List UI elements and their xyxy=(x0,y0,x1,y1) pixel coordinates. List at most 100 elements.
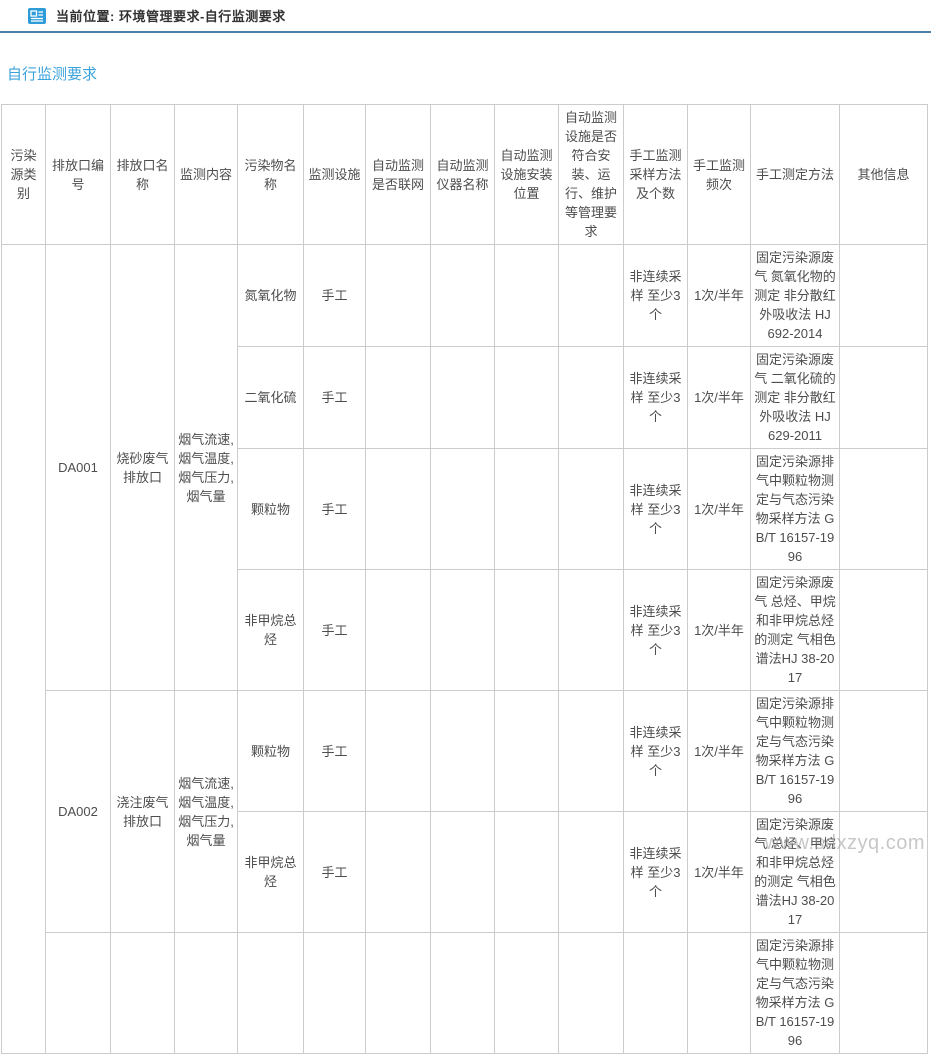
cell-other-info xyxy=(839,244,928,347)
cell-pollutant: 非甲烷总烃 xyxy=(237,569,304,691)
cell-auto-location xyxy=(494,448,559,570)
cell-auto-location xyxy=(494,811,559,933)
col-auto-location: 自动监测设施安装位置 xyxy=(494,104,559,245)
cell-facility: 手工 xyxy=(303,448,366,570)
cell-facility: 手工 xyxy=(303,690,366,812)
table-row: 颗粒物 手工 非连续采样 至少3个 1次/半年 固定污染源排气中颗粒物测定与气态… xyxy=(2,448,928,570)
cell-outlet-no xyxy=(45,932,111,1054)
cell-auto-networked xyxy=(365,448,431,570)
cell-facility: 手工 xyxy=(303,569,366,691)
cell-auto-location xyxy=(494,690,559,812)
cell-auto-compliance xyxy=(558,244,624,347)
table-row: DA001 烧砂废气排放口 烟气流速, 烟气温度, 烟气压力, 烟气量 氮氧化物… xyxy=(1,244,928,1054)
cell-determination-method: 固定污染源废气 氮氧化物的测定 非分散红外吸收法 HJ 692-2014 xyxy=(750,244,840,347)
cell-other-info xyxy=(839,569,928,691)
cell-other-info xyxy=(839,448,928,570)
cell-auto-location xyxy=(494,932,559,1054)
col-manual-sampling: 手工监测采样方法及个数 xyxy=(623,104,688,245)
cell-monitor-content xyxy=(174,932,238,1054)
cell-determination-method: 固定污染源废气 总烃、甲烷和非甲烷总烃的测定 气相色谱法HJ 38-2017 xyxy=(750,569,840,691)
cell-sampling-method: 非连续采样 至少3个 xyxy=(623,811,688,933)
table-row: 固定污染源排气中颗粒物测定与气态污染物采样方法 GB/T 16157-1996 xyxy=(2,932,928,1054)
col-monitor-content: 监测内容 xyxy=(174,104,238,245)
cell-frequency: 1次/半年 xyxy=(687,569,751,691)
cell-auto-networked xyxy=(365,811,431,933)
cell-auto-instrument xyxy=(430,569,495,691)
cell-auto-location xyxy=(494,244,559,347)
cell-sampling-method: 非连续采样 至少3个 xyxy=(623,448,688,570)
cell-frequency: 1次/半年 xyxy=(687,690,751,812)
col-auto-instrument: 自动监测仪器名称 xyxy=(430,104,495,245)
cell-auto-networked xyxy=(365,346,431,449)
section-title-link[interactable]: 自行监测要求 xyxy=(7,66,98,83)
breadcrumb-label: 当前位置: 环境管理要求-自行监测要求 xyxy=(56,9,286,24)
cell-outlet-name xyxy=(110,932,175,1054)
cell-monitor-content: 烟气流速, 烟气温度, 烟气压力, 烟气量 xyxy=(174,690,238,933)
monitoring-table: 污染源类别 排放口编号 排放口名称 监测内容 污染物名称 监测设施 自动监测是否… xyxy=(1,104,928,1054)
cell-other-info xyxy=(839,932,928,1054)
cell-auto-instrument xyxy=(430,690,495,812)
cell-outlet-no: DA001 xyxy=(45,244,111,691)
cell-determination-method: 固定污染源排气中颗粒物测定与气态污染物采样方法 GB/T 16157-1996 xyxy=(750,932,840,1054)
cell-pollutant: 颗粒物 xyxy=(237,690,304,812)
cell-frequency xyxy=(687,932,751,1054)
cell-facility xyxy=(303,932,366,1054)
cell-facility: 手工 xyxy=(303,244,366,347)
cell-auto-compliance xyxy=(558,932,624,1054)
cell-facility: 手工 xyxy=(303,346,366,449)
breadcrumb-bar: 当前位置: 环境管理要求-自行监测要求 xyxy=(0,0,931,33)
cell-pollutant xyxy=(237,932,304,1054)
col-pollution-source-category: 污染源类别 xyxy=(1,104,46,245)
cell-auto-instrument xyxy=(430,448,495,570)
cell-outlet-name: 烧砂废气排放口 xyxy=(110,244,175,691)
cell-facility: 手工 xyxy=(303,811,366,933)
cell-auto-networked xyxy=(365,690,431,812)
cell-auto-networked xyxy=(365,244,431,347)
cell-sampling-method: 非连续采样 至少3个 xyxy=(623,569,688,691)
cell-pollutant: 二氧化硫 xyxy=(237,346,304,449)
cell-monitor-content: 烟气流速, 烟气温度, 烟气压力, 烟气量 xyxy=(174,244,238,691)
table-row: DA002 浇注废气排放口 烟气流速, 烟气温度, 烟气压力, 烟气量 颗粒物 … xyxy=(2,690,928,933)
cell-sampling-method: 非连续采样 至少3个 xyxy=(623,346,688,449)
cell-determination-method: 固定污染源排气中颗粒物测定与气态污染物采样方法 GB/T 16157-1996 xyxy=(750,448,840,570)
cell-sampling-method: 非连续采样 至少3个 xyxy=(623,244,688,347)
col-outlet-number: 排放口编号 xyxy=(45,104,111,245)
cell-frequency: 1次/半年 xyxy=(687,244,751,347)
table-row: 非甲烷总烃 手工 非连续采样 至少3个 1次/半年 固定污染源废气 总烃、甲烷和… xyxy=(2,569,928,691)
cell-frequency: 1次/半年 xyxy=(687,811,751,933)
cell-frequency: 1次/半年 xyxy=(687,346,751,449)
col-other-info: 其他信息 xyxy=(839,104,928,245)
cell-other-info xyxy=(839,811,928,933)
cell-pollutant: 非甲烷总烃 xyxy=(237,811,304,933)
col-outlet-name: 排放口名称 xyxy=(110,104,175,245)
cell-frequency: 1次/半年 xyxy=(687,448,751,570)
cell-sampling-method xyxy=(623,932,688,1054)
col-monitor-facility: 监测设施 xyxy=(303,104,366,245)
col-auto-compliance: 自动监测设施是否符合安装、运行、维护等管理要求 xyxy=(558,104,624,245)
col-pollutant-name: 污染物名称 xyxy=(237,104,304,245)
cell-pollutant: 氮氧化物 xyxy=(237,244,304,347)
cell-auto-instrument xyxy=(430,244,495,347)
cell-sampling-method: 非连续采样 至少3个 xyxy=(623,690,688,812)
col-manual-frequency: 手工监测频次 xyxy=(687,104,751,245)
cell-pollutant: 颗粒物 xyxy=(237,448,304,570)
cell-auto-networked xyxy=(365,932,431,1054)
cell-auto-instrument xyxy=(430,346,495,449)
col-auto-networked: 自动监测是否联网 xyxy=(365,104,431,245)
cell-auto-location xyxy=(494,346,559,449)
cell-auto-compliance xyxy=(558,346,624,449)
cell-auto-location xyxy=(494,569,559,691)
cell-outlet-no: DA002 xyxy=(45,690,111,933)
news-icon xyxy=(28,7,46,24)
cell-determination-method: 固定污染源废气 二氧化硫的测定 非分散红外吸收法 HJ 629-2011 xyxy=(750,346,840,449)
cell-outlet-name: 浇注废气排放口 xyxy=(110,690,175,933)
cell-determination-method: 固定污染源废气 总烃、甲烷和非甲烷总烃的测定 气相色谱法HJ 38-2017 xyxy=(750,811,840,933)
cell-source-category xyxy=(1,244,46,1054)
table-row: 二氧化硫 手工 非连续采样 至少3个 1次/半年 固定污染源废气 二氧化硫的测定… xyxy=(2,346,928,449)
cell-auto-compliance xyxy=(558,448,624,570)
cell-auto-instrument xyxy=(430,932,495,1054)
cell-auto-compliance xyxy=(558,811,624,933)
cell-other-info xyxy=(839,690,928,812)
cell-auto-networked xyxy=(365,569,431,691)
col-manual-method: 手工测定方法 xyxy=(750,104,840,245)
